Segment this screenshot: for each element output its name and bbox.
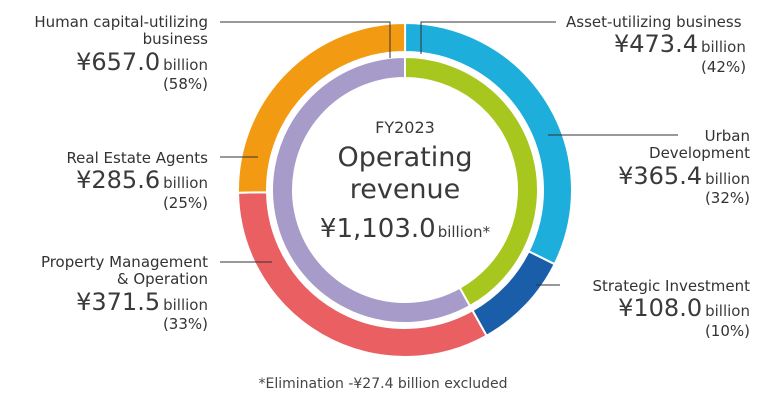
- label-real-estate-agents: Real Estate Agents ¥285.6 billion (25%): [8, 149, 208, 212]
- label-percent: (32%): [704, 189, 750, 208]
- center-total-unit: billion*: [437, 223, 491, 241]
- label-name: Real Estate Agents: [66, 149, 208, 167]
- label-asset-utilizing: Asset-utilizing business ¥473.4 billion (…: [566, 13, 761, 76]
- center-title-line1: Operating: [337, 142, 473, 173]
- footnote: *Elimination -¥27.4 billion excluded: [258, 376, 508, 392]
- label-amount: ¥473.4 billion: [614, 30, 746, 59]
- label-amount: ¥365.4 billion: [618, 161, 750, 190]
- label-percent: (58%): [162, 75, 208, 94]
- center-total: ¥1,103.0 billion*: [300, 214, 510, 244]
- label-amount: ¥657.0 billion: [76, 47, 208, 76]
- center-title-line2: revenue: [349, 174, 461, 206]
- center-total-amount: ¥1,103.0: [319, 214, 436, 244]
- label-amount: ¥108.0 billion: [618, 294, 750, 323]
- label-percent: (42%): [701, 57, 747, 76]
- label-urban-development: Urban Development ¥365.4 billion (32%): [580, 127, 750, 208]
- label-name: Asset-utilizing business: [566, 13, 742, 31]
- leader-line-human-capital: [220, 21, 391, 58]
- inner-slice-human-capital-utilizing-business: [271, 55, 472, 324]
- outer-slice-real-estate-agents: [237, 21, 407, 194]
- label-strategic-investment: Strategic Investment ¥108.0 billion (10%): [560, 277, 750, 340]
- label-name: Property Management & Operation: [40, 253, 208, 289]
- label-human-capital-utilizing: Human capital-utilizing business ¥657.0 bi…: [8, 13, 208, 94]
- label-name: Strategic Investment: [592, 277, 750, 295]
- label-amount: ¥371.5 billion: [76, 287, 208, 316]
- leader-line-asset-utilizing: [420, 21, 556, 54]
- label-percent: (33%): [162, 315, 208, 334]
- label-percent: (10%): [704, 321, 750, 340]
- center-title: Operating revenue: [300, 142, 510, 207]
- label-amount: ¥285.6 billion: [76, 166, 208, 195]
- label-property-management: Property Management & Operation ¥371.5 bil…: [8, 253, 208, 334]
- center-fiscal-year: FY2023: [375, 118, 435, 137]
- label-percent: (25%): [162, 193, 208, 212]
- label-name: Human capital-utilizing business: [34, 13, 208, 49]
- label-name: Urban Development: [649, 127, 750, 163]
